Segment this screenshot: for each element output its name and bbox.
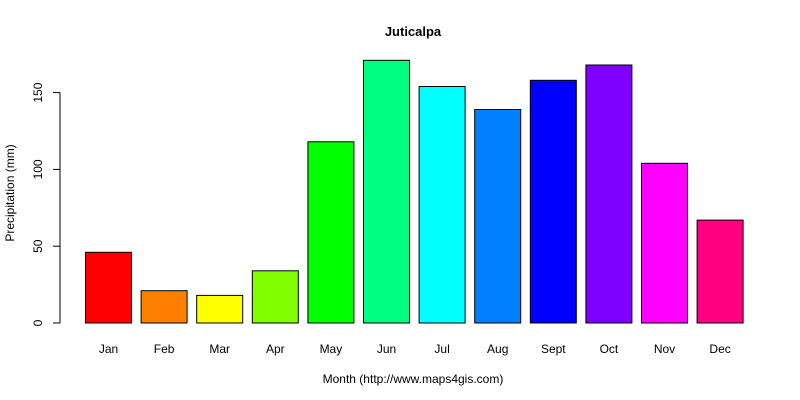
y-axis-label: Precipitation (mm) xyxy=(3,144,17,241)
y-tick-label-0: 0 xyxy=(31,319,45,326)
y-tick-label-50: 50 xyxy=(31,239,45,253)
x-tick-label-aug: Aug xyxy=(487,342,508,356)
bar-dec xyxy=(696,219,744,324)
x-tick-label-feb: Feb xyxy=(154,342,175,356)
bar-apr xyxy=(251,270,299,324)
x-tick-label-may: May xyxy=(320,342,343,356)
x-axis-label: Month (http://www.maps4gis.com) xyxy=(323,372,504,386)
y-tick-label-100: 100 xyxy=(31,159,45,179)
x-tick-labels: Jan Feb Mar Apr May Jun Jul Aug Sept Oct Nov Dec xyxy=(99,342,731,356)
y-axis: 0 50 100 150 xyxy=(31,82,61,326)
bar-nov xyxy=(641,162,688,324)
x-tick-label-oct: Oct xyxy=(600,342,619,356)
x-tick-label-dec: Dec xyxy=(709,342,730,356)
x-tick-label-mar: Mar xyxy=(209,342,230,356)
bar-jun xyxy=(363,59,410,324)
bar-sept xyxy=(529,79,577,324)
x-tick-label-sept: Sept xyxy=(541,342,566,356)
x-tick-label-nov: Nov xyxy=(654,342,675,356)
bar-may xyxy=(307,141,355,324)
y-tick-label-150: 150 xyxy=(31,82,45,102)
bar-aug xyxy=(474,109,522,324)
bar-feb xyxy=(140,290,188,324)
x-tick-label-jul: Jul xyxy=(434,342,449,356)
bar-jul xyxy=(418,86,466,324)
bar-jan xyxy=(85,251,132,324)
bars xyxy=(85,59,744,324)
chart-title: Juticalpa xyxy=(385,24,442,39)
bar-oct xyxy=(585,64,633,324)
x-tick-label-jan: Jan xyxy=(99,342,118,356)
x-tick-label-apr: Apr xyxy=(266,342,285,356)
x-tick-label-jun: Jun xyxy=(377,342,396,356)
bar-mar xyxy=(196,294,244,324)
